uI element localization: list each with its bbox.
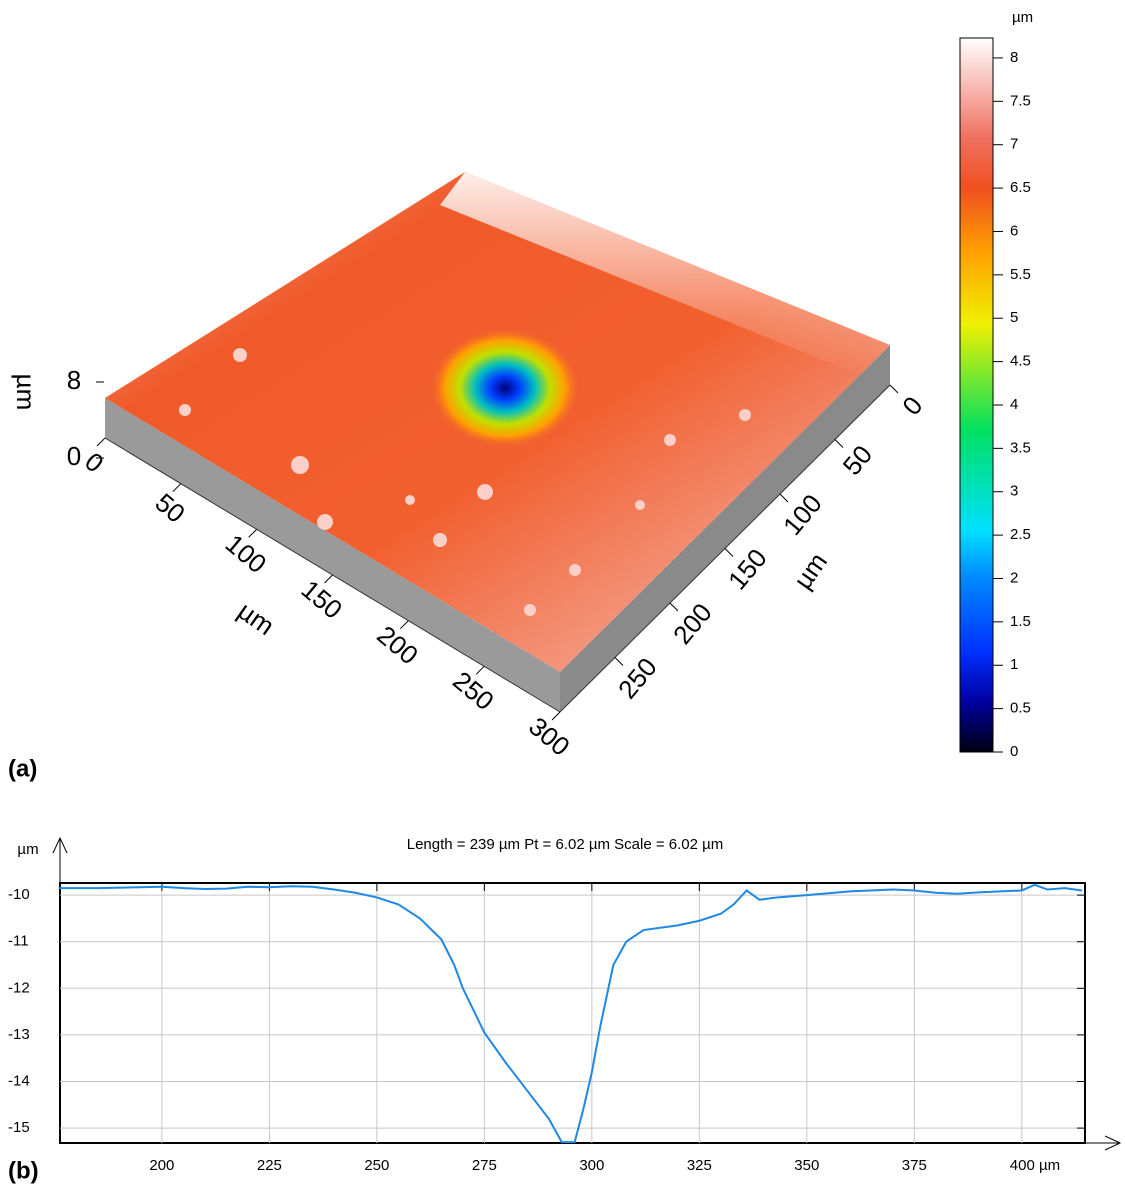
y-tick-label: -10 <box>8 886 30 903</box>
x-tick-label: 250 <box>364 1157 389 1174</box>
side-left <box>105 398 560 712</box>
z-axis-label: µm <box>11 374 41 411</box>
colorbar-tick-label: 6 <box>1010 222 1018 239</box>
y-tick <box>724 548 734 557</box>
x-tick <box>172 483 182 493</box>
x-tick-label: 375 <box>902 1157 927 1174</box>
colorbar <box>959 37 994 753</box>
colorbar-tick-label: 1 <box>1010 656 1018 673</box>
x-tick-label: 150 <box>296 574 349 625</box>
surface-highlight <box>440 172 890 375</box>
panel-label: (a) <box>8 755 37 782</box>
x-tick-label: 400 µm <box>1010 1157 1060 1174</box>
x-tick-label: 300 <box>579 1157 604 1174</box>
x-tick-label: 275 <box>472 1157 497 1174</box>
x-tick-label: 225 <box>257 1157 282 1174</box>
x-tick <box>399 620 409 630</box>
y-axis-label: µm <box>17 841 38 858</box>
y-tick <box>779 493 789 503</box>
colorbar-tick-label: 7 <box>1010 136 1018 153</box>
x-tick <box>324 574 333 584</box>
colorbar-tick-label: 3 <box>1010 483 1018 500</box>
x-tick-label: 300 <box>523 711 576 762</box>
colorbar-tick-label: 2.5 <box>1010 526 1031 543</box>
x-tick <box>475 665 485 675</box>
chart-title: Length = 239 µm Pt = 6.02 µm Scale = 6.0… <box>407 836 724 853</box>
x-tick-label: 250 <box>447 665 500 716</box>
y-tick-label: 200 <box>667 597 718 650</box>
y-tick-label: -13 <box>8 1026 30 1043</box>
x-tick-label: 325 <box>687 1157 712 1174</box>
y-tick-label: 150 <box>722 543 773 596</box>
y-tick-label: -12 <box>8 979 30 996</box>
x-tick-label: 200 <box>371 620 424 671</box>
colorbar-label: µm <box>1012 9 1033 26</box>
y-tick-label: 250 <box>612 652 663 705</box>
colorbar-tick-label: 2 <box>1010 569 1018 586</box>
x-tick <box>96 437 106 447</box>
colorbar-tick-label: 5.5 <box>1010 266 1031 283</box>
x-tick-label: 100 <box>220 528 273 579</box>
x-axis-arrowhead <box>1104 1135 1122 1151</box>
y-tick <box>889 384 899 394</box>
colorbar-tick-label: 3.5 <box>1010 439 1031 456</box>
colorbar-tick-label: 8 <box>1010 49 1018 66</box>
x-tick-label: 350 <box>794 1157 819 1174</box>
colorbar-tick-label: 4.5 <box>1010 353 1031 370</box>
x-tick <box>551 711 561 721</box>
plot-frame <box>59 882 1086 1144</box>
colorbar-tick-label: 4 <box>1010 396 1018 413</box>
profile-line <box>58 883 1083 1144</box>
colorbar-tick-label: 1.5 <box>1010 613 1031 630</box>
y-tick-label: 50 <box>837 439 879 480</box>
x-axis-label: µm <box>233 595 280 641</box>
colorbar-tick-label: 0 <box>1010 743 1018 760</box>
y-tick-label: -11 <box>8 933 29 950</box>
z-tick-label: 8 <box>67 365 81 395</box>
x-tick <box>248 528 258 538</box>
side-right <box>560 345 890 712</box>
x-tick-label: 50 <box>149 487 190 529</box>
y-tick-label: 0 <box>896 390 928 420</box>
colorbar-tick-label: 6.5 <box>1010 179 1031 196</box>
y-tick <box>669 602 679 612</box>
x-tick-label: 200 <box>149 1157 174 1174</box>
y-axis-label: µm <box>787 547 833 594</box>
x-tick-label: 0 <box>79 446 109 478</box>
colorbar-tick-label: 5 <box>1010 309 1018 326</box>
y-tick <box>614 657 624 666</box>
y-tick-label: -14 <box>8 1072 30 1089</box>
colorbar-tick-label: 0.5 <box>1010 700 1031 717</box>
panel-label: (b) <box>8 1157 39 1184</box>
y-axis-arrowhead <box>52 836 68 854</box>
colorbar-tick-label: 7.5 <box>1010 92 1031 109</box>
pit <box>430 328 580 448</box>
y-tick-label: 100 <box>777 488 828 541</box>
y-tick <box>834 439 844 448</box>
surface-bumps <box>179 348 751 616</box>
z-tick-label: 0 <box>67 441 81 471</box>
y-tick-label: -15 <box>8 1119 30 1136</box>
